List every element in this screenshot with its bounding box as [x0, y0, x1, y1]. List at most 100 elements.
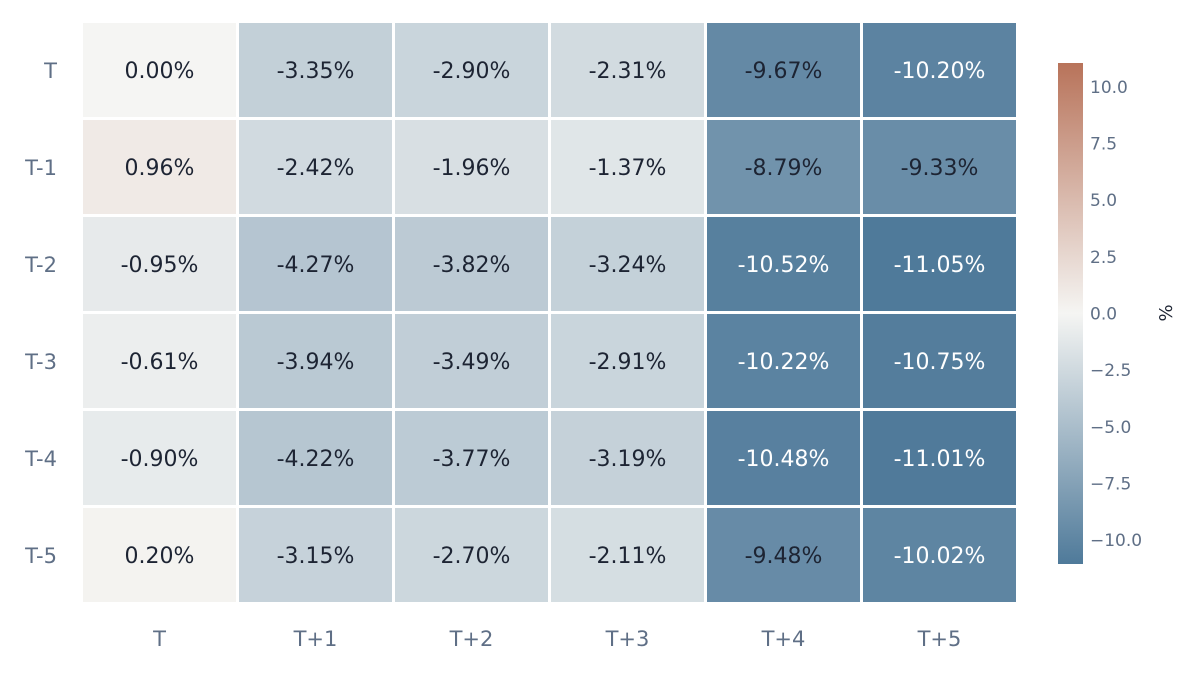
heatmap-cell-label: -9.48% [745, 544, 823, 569]
heatmap-cell-label: -2.90% [433, 59, 511, 84]
heatmap-cell-label: -0.61% [121, 350, 199, 375]
x-tick-label: T+3 [605, 627, 650, 651]
heatmap-cell [551, 314, 704, 408]
colorbar-tick-label: 10.0 [1090, 78, 1128, 98]
heatmap-cell-label: -8.79% [745, 156, 823, 181]
heatmap-cell-label: -3.82% [433, 253, 511, 278]
heatmap-cell [239, 508, 392, 602]
heatmap-cell [863, 217, 1016, 311]
heatmap-cell [707, 411, 860, 505]
heatmap-cell-label: -3.77% [433, 447, 511, 472]
heatmap-cell-label: -3.35% [277, 59, 355, 84]
colorbar-tick-label: 5.0 [1090, 191, 1117, 211]
y-tick-label: T [43, 59, 57, 83]
heatmap-cell [551, 23, 704, 117]
heatmap-cell-label: -2.91% [589, 350, 667, 375]
y-tick-label: T-1 [24, 156, 57, 180]
heatmap-cell-label: 0.20% [125, 544, 195, 569]
heatmap-cell-label: -3.94% [277, 350, 355, 375]
colorbar-tick-label: −2.5 [1090, 361, 1131, 381]
heatmap-cell [395, 411, 548, 505]
heatmap-cell-label: -4.22% [277, 447, 355, 472]
heatmap-cell-label: -10.75% [894, 350, 986, 375]
y-tick-label: T-4 [24, 447, 57, 471]
heatmap-cell-label: -2.42% [277, 156, 355, 181]
heatmap-cell [395, 314, 548, 408]
x-axis-ticks: T T+1 T+2 T+3 T+4 T+5 [152, 627, 961, 651]
y-tick-label: T-3 [24, 350, 57, 374]
heatmap-cell-label: -11.05% [894, 253, 986, 278]
colorbar-tick-label: −7.5 [1090, 475, 1131, 495]
heatmap-cell-label: 0.96% [125, 156, 195, 181]
heatmap-cell-label: -2.70% [433, 544, 511, 569]
heatmap-cell-label: -3.49% [433, 350, 511, 375]
heatmap-cell-label: -2.31% [589, 59, 667, 84]
heatmap-cell-label: -9.67% [745, 59, 823, 84]
y-axis-ticks: T T-1 T-2 T-3 T-4 T-5 [24, 59, 57, 568]
x-tick-label: T+1 [293, 627, 338, 651]
colorbar-ticks: 10.0 7.5 5.0 2.5 0.0 −2.5 −5.0 −7.5 −10.0 [1090, 78, 1142, 551]
heatmap-cell-label: -3.15% [277, 544, 355, 569]
heatmap-cell [551, 411, 704, 505]
x-tick-label: T+2 [449, 627, 494, 651]
heatmap-cell [239, 217, 392, 311]
heatmap-cell [863, 23, 1016, 117]
colorbar-tick-label: −10.0 [1090, 531, 1142, 551]
heatmap-cell [551, 217, 704, 311]
heatmap-cell [395, 508, 548, 602]
heatmap-cell-label: -2.11% [589, 544, 667, 569]
heatmap-cell [707, 120, 860, 214]
heatmap-cell [707, 23, 860, 117]
x-tick-label: T+4 [761, 627, 806, 651]
heatmap-cell [707, 314, 860, 408]
heatmap-cell [239, 23, 392, 117]
heatmap-cell [863, 120, 1016, 214]
heatmap-cell [83, 217, 236, 311]
x-tick-label: T+5 [917, 627, 962, 651]
heatmap-cell [707, 508, 860, 602]
heatmap-cell [551, 508, 704, 602]
heatmap-cell [551, 120, 704, 214]
colorbar-tick-label: 2.5 [1090, 248, 1117, 268]
colorbar-gradient [1058, 63, 1083, 564]
colorbar: 10.0 7.5 5.0 2.5 0.0 −2.5 −5.0 −7.5 −10.0 % [1058, 63, 1177, 564]
heatmap-cell [863, 508, 1016, 602]
colorbar-tick-label: 0.0 [1090, 305, 1117, 325]
heatmap-cell [83, 120, 236, 214]
heatmap-cell [395, 217, 548, 311]
heatmap-cell [395, 120, 548, 214]
heatmap-cell-label: -10.52% [738, 253, 830, 278]
heatmap-cell-label: -10.02% [894, 544, 986, 569]
heatmap-cell [239, 314, 392, 408]
heatmap-cell-label: -9.33% [901, 156, 979, 181]
heatmap-cell-label: -0.90% [121, 447, 199, 472]
colorbar-title: % [1156, 304, 1177, 321]
heatmap-cell-label: -0.95% [121, 253, 199, 278]
y-tick-label: T-5 [24, 544, 57, 568]
heatmap-cell [395, 23, 548, 117]
heatmap-cell-label: -3.19% [589, 447, 667, 472]
heatmap-cell [83, 314, 236, 408]
heatmap-cell-label: -1.96% [433, 156, 511, 181]
heatmap-cell [83, 411, 236, 505]
heatmap-cell [707, 217, 860, 311]
colorbar-tick-label: 7.5 [1090, 134, 1117, 154]
heatmap-cell-label: -10.20% [894, 59, 986, 84]
heatmap-cell-label: -11.01% [894, 447, 986, 472]
heatmap-cell-label: -3.24% [589, 253, 667, 278]
heatmap-cell-label: -1.37% [589, 156, 667, 181]
heatmap-cell [863, 314, 1016, 408]
heatmap-cell [239, 120, 392, 214]
heatmap-cell [83, 23, 236, 117]
x-tick-label: T [152, 627, 166, 651]
heatmap-cells [83, 23, 1016, 602]
heatmap-cell [239, 411, 392, 505]
heatmap-cell-label: -10.48% [738, 447, 830, 472]
heatmap-cell-label: 0.00% [125, 59, 195, 84]
heatmap-cell [83, 508, 236, 602]
heatmap-cell-labels: 0.00% -3.35% -2.90% -2.31% -9.67% -10.20% 0.96… [121, 59, 986, 569]
colorbar-tick-label: −5.0 [1090, 418, 1131, 438]
y-tick-label: T-2 [24, 253, 57, 277]
heatmap-cell-label: -10.22% [738, 350, 830, 375]
